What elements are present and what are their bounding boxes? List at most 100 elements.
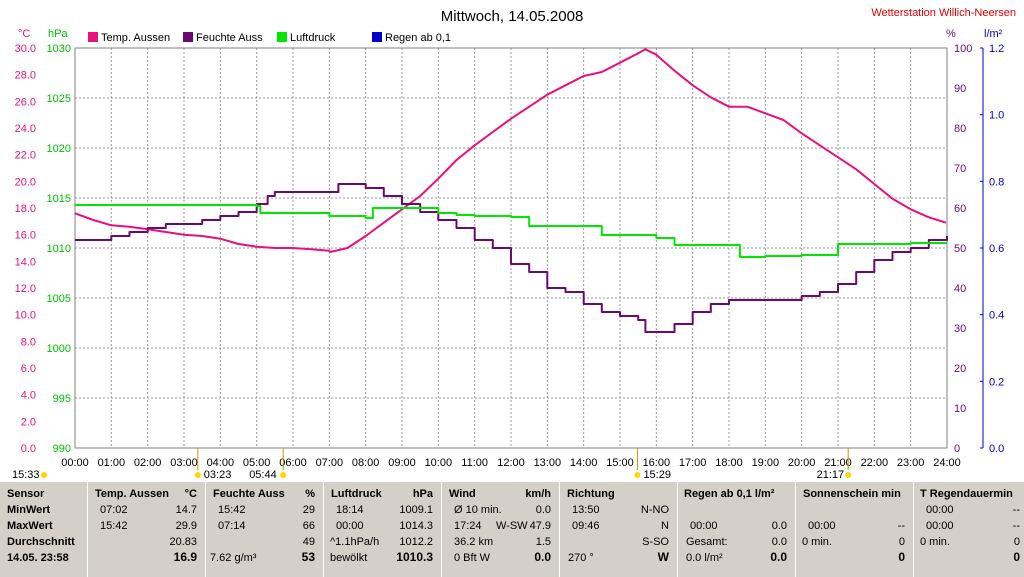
temperature-tick-label: 8.0 bbox=[21, 336, 36, 348]
unit-pressure: hPa bbox=[48, 28, 68, 40]
x-tick-label: 23:00 bbox=[897, 457, 925, 469]
unit-humidity: % bbox=[946, 28, 956, 40]
time-marker-label: 15:29 bbox=[643, 469, 671, 481]
humidity-tick-label: 60 bbox=[954, 203, 966, 215]
legend: Temp. Aussen Feuchte Auss Luftdruck Rege… bbox=[88, 32, 451, 44]
temperature-tick-label: 20.0 bbox=[15, 176, 36, 188]
wind-avg-value: 0.0 bbox=[535, 504, 551, 516]
pressure-state: bewölkt bbox=[330, 552, 368, 564]
regendauer-current: 0 bbox=[1013, 550, 1020, 564]
temperature-tick-label: 28.0 bbox=[15, 70, 36, 82]
rain-amount: 0.0 l/m² bbox=[686, 552, 723, 564]
stats-sunshine: Sonnenschein min 00:00 -- 0 min. 0 0 bbox=[796, 482, 914, 577]
rain-header: Regen ab 0,1 l/m² bbox=[684, 488, 775, 500]
unit-temp: °C bbox=[18, 28, 30, 40]
humidity-tick-label: 90 bbox=[954, 83, 966, 95]
wind-avg-label: Ø 10 min. bbox=[454, 504, 502, 516]
temp-avg-value: 20.83 bbox=[169, 536, 197, 548]
sensor-header: Sensor bbox=[7, 488, 45, 500]
wind-gust-time: 17:24 bbox=[454, 520, 482, 532]
x-tick-label: 10:00 bbox=[425, 457, 453, 469]
time-marker-dot bbox=[634, 472, 641, 478]
x-tick-label: 15:00 bbox=[606, 457, 634, 469]
x-tick-label: 00:00 bbox=[61, 457, 89, 469]
temperature-tick-label: 4.0 bbox=[21, 390, 36, 402]
time-marker-dot bbox=[194, 472, 201, 478]
temperature-tick-label: 24.0 bbox=[15, 123, 36, 135]
regendauer-total-label: 0 min. bbox=[920, 536, 950, 548]
unit-rain: l/m² bbox=[984, 28, 1003, 40]
legend-label-humidity: Feuchte Auss bbox=[196, 32, 263, 44]
row-label-max: MaxWert bbox=[7, 520, 53, 532]
pressure-tick-label: 995 bbox=[53, 393, 71, 405]
direction-degrees: 270 ° bbox=[568, 552, 594, 564]
pressure-max-time: 00:00 bbox=[336, 520, 364, 532]
legend-swatch-temp bbox=[88, 32, 98, 42]
legend-swatch-pressure bbox=[277, 32, 287, 42]
x-tick-label: 07:00 bbox=[316, 457, 344, 469]
humidity-avg-value: 49 bbox=[302, 536, 315, 548]
series-pressure bbox=[75, 204, 947, 258]
regendauer-r1-value: -- bbox=[1012, 504, 1020, 516]
rain-tick-label: 1.0 bbox=[989, 110, 1004, 122]
rain-r2-time: 00:00 bbox=[690, 520, 718, 532]
temperature-tick-label: 22.0 bbox=[15, 150, 36, 162]
rain-current: 0.0 bbox=[770, 550, 787, 564]
wind-current: 0.0 bbox=[534, 550, 551, 564]
temp-header: Temp. Aussen bbox=[95, 488, 169, 500]
pressure-tick-label: 1000 bbox=[47, 343, 71, 355]
x-tick-label: 05:00 bbox=[243, 457, 271, 469]
direction-r2-dir: N bbox=[661, 520, 669, 532]
x-tick-label: 16:00 bbox=[643, 457, 671, 469]
humidity-current: 53 bbox=[301, 550, 315, 564]
x-tick-label: 12:00 bbox=[497, 457, 525, 469]
time-marker-label: 05:44 bbox=[249, 469, 277, 481]
direction-r1-dir: N-NO bbox=[640, 504, 669, 516]
rain-tick-label: 1.2 bbox=[989, 43, 1004, 55]
x-tick-label: 19:00 bbox=[752, 457, 780, 469]
pressure-tick-label: 1005 bbox=[47, 293, 71, 305]
humidity-tick-label: 50 bbox=[954, 243, 966, 255]
sun-r2-value: -- bbox=[897, 520, 905, 532]
x-tick-label: 01:00 bbox=[98, 457, 126, 469]
time-marker-dot bbox=[280, 472, 287, 478]
x-tick-label: 06:00 bbox=[279, 457, 307, 469]
chart-series bbox=[74, 48, 948, 333]
series-humidity bbox=[75, 183, 948, 333]
legend-label-rain: Regen ab 0,1 bbox=[385, 32, 451, 44]
legend-label-temp: Temp. Aussen bbox=[101, 32, 170, 44]
humidity-max-value: 66 bbox=[302, 520, 315, 532]
x-tick-label: 02:00 bbox=[134, 457, 162, 469]
rain-tick-label: 0.0 bbox=[989, 443, 1004, 455]
pressure-min-value: 1009.1 bbox=[399, 504, 433, 516]
direction-current: W bbox=[657, 550, 669, 564]
x-tick-label: 17:00 bbox=[679, 457, 707, 469]
sun-total-label: 0 min. bbox=[802, 536, 832, 548]
humidity-unit: % bbox=[305, 488, 315, 500]
x-tick-label: 08:00 bbox=[352, 457, 380, 469]
sun-r2-time: 00:00 bbox=[808, 520, 836, 532]
humidity-tick-label: 0 bbox=[954, 443, 960, 455]
stats-rain: Regen ab 0,1 l/m² 00:00 0.0 Gesamt: 0.0 … bbox=[678, 482, 796, 577]
time-marker-dot bbox=[845, 472, 852, 478]
pressure-tick-label: 1015 bbox=[47, 193, 71, 205]
plot-area-frame bbox=[74, 47, 948, 449]
temp-max-time: 15:42 bbox=[100, 520, 128, 532]
pressure-header: Luftdruck bbox=[331, 488, 382, 500]
regendauer-r2-time: 00:00 bbox=[926, 520, 954, 532]
x-tick-label: 09:00 bbox=[388, 457, 416, 469]
temperature-tick-label: 14.0 bbox=[15, 256, 36, 268]
row-label-avg: Durchschnitt bbox=[7, 536, 75, 548]
pressure-max-value: 1014.3 bbox=[399, 520, 433, 532]
current-timestamp: 14.05. 23:58 bbox=[7, 552, 69, 564]
time-marker-label: 03:23 bbox=[204, 469, 232, 481]
temperature-tick-label: 30.0 bbox=[15, 43, 36, 55]
station-name: Wetterstation Willich-Neersen bbox=[871, 7, 1016, 19]
humidity-tick-label: 40 bbox=[954, 283, 966, 295]
regendauer-total-value: 0 bbox=[1013, 536, 1020, 548]
humidity-min-time: 15:42 bbox=[218, 504, 246, 516]
pressure-unit: hPa bbox=[412, 488, 433, 500]
time-marker-label: 15:33 bbox=[12, 469, 40, 481]
stats-temperature: Temp. Aussen °C 07:02 14.7 15:42 29.9 20… bbox=[88, 482, 206, 577]
stats-rain-duration: T Regendauermin 00:00 -- 00:00 -- 0 min.… bbox=[914, 482, 1024, 577]
